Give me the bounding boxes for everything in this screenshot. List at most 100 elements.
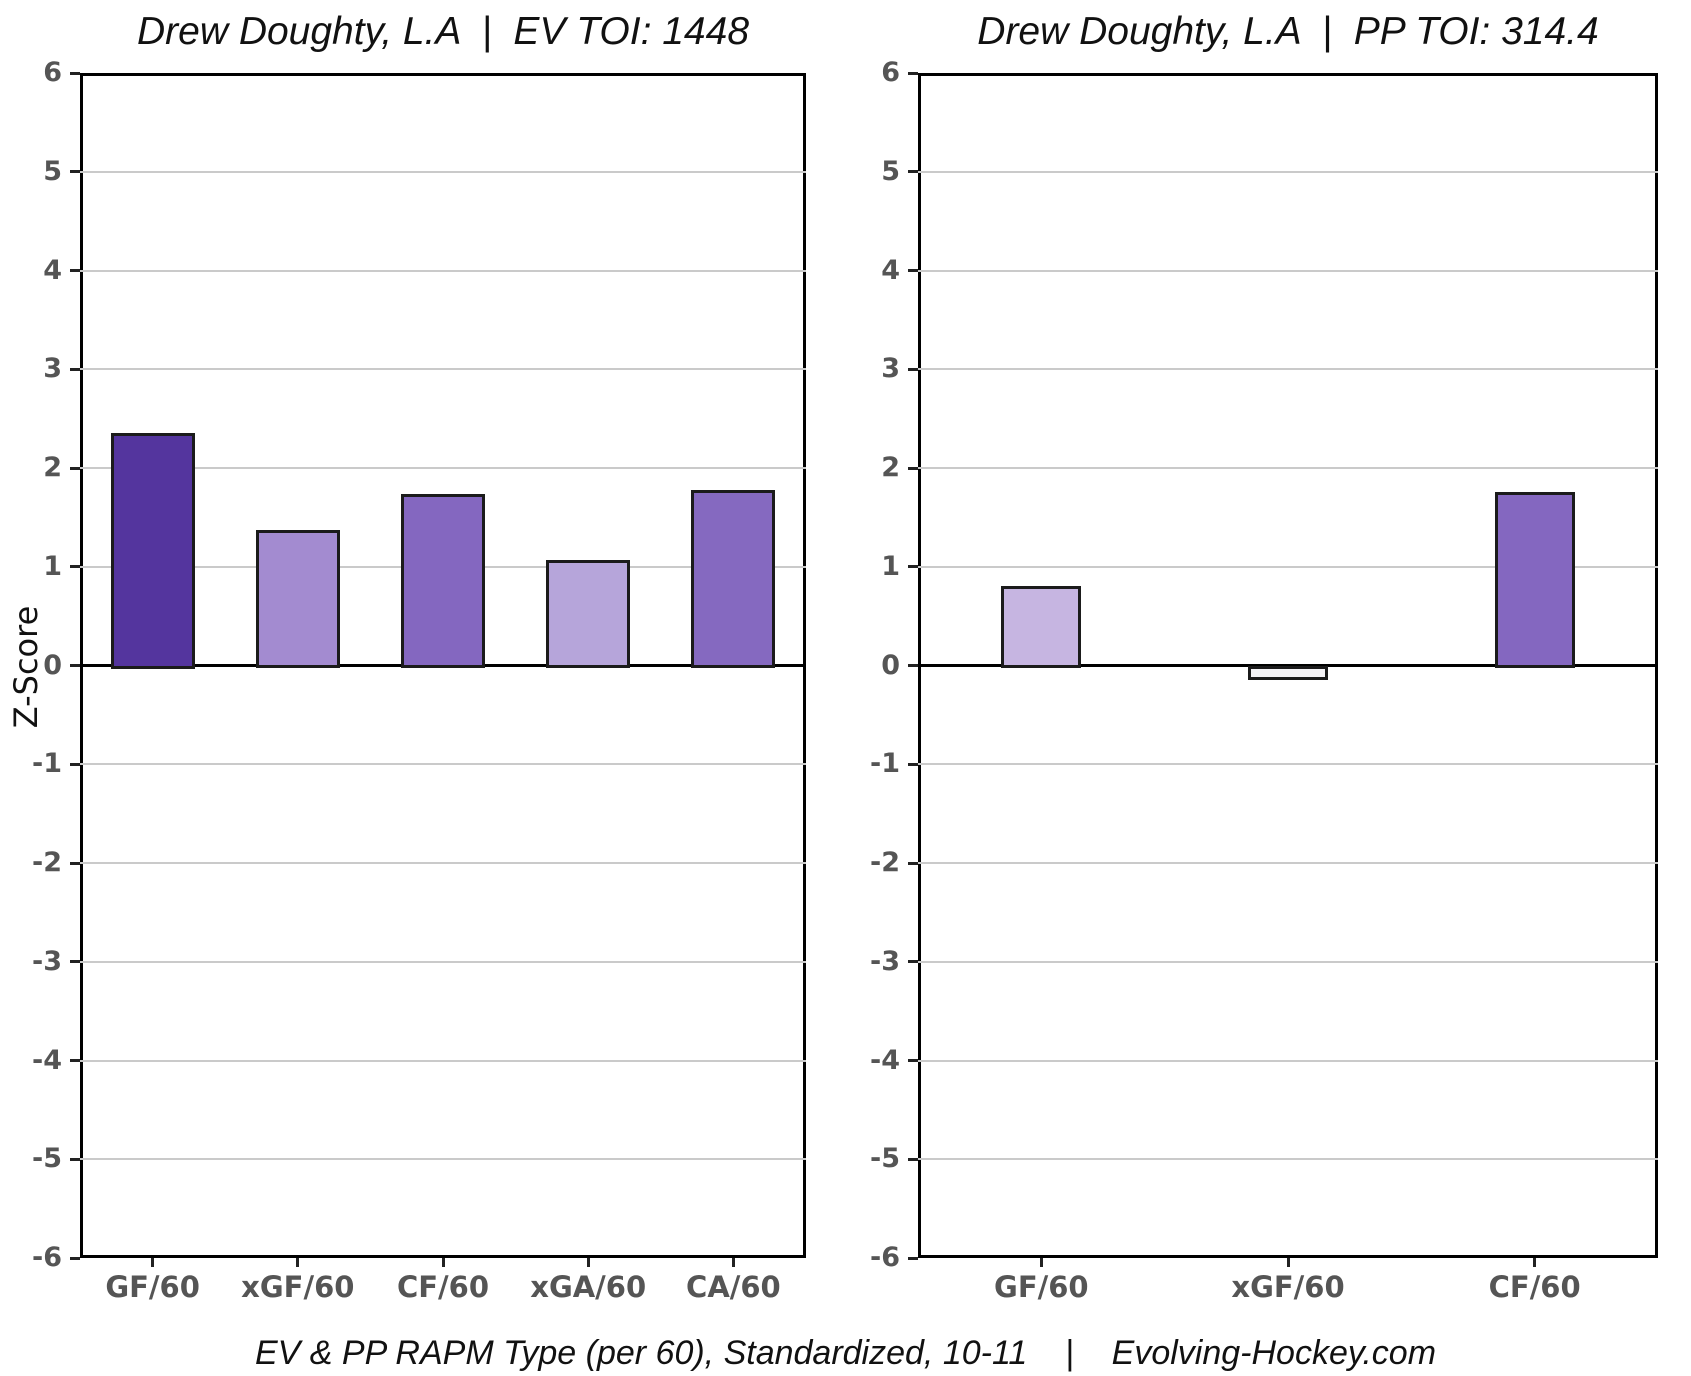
y-tick-label: 6 xyxy=(43,57,62,88)
y-tick-label: -4 xyxy=(870,1044,900,1076)
x-axis-tick xyxy=(586,1258,590,1267)
gridline xyxy=(80,763,806,766)
gridline xyxy=(80,960,806,963)
y-axis-tick xyxy=(70,861,80,865)
y-tick-label: -3 xyxy=(870,945,900,977)
y-axis-tick xyxy=(70,960,80,964)
x-tick-label: xGF/60 xyxy=(1231,1270,1345,1304)
y-axis-tick xyxy=(70,1157,80,1161)
bar-gf-60 xyxy=(1001,585,1082,669)
y-axis-tick xyxy=(70,466,80,470)
gridline xyxy=(80,368,806,371)
y-axis-tick xyxy=(908,664,918,667)
y-tick-label: 2 xyxy=(43,452,62,483)
gridline xyxy=(80,467,806,469)
y-tick-label: 5 xyxy=(43,155,62,187)
gridline xyxy=(80,862,806,864)
y-tick-label: -1 xyxy=(870,748,900,780)
y-tick-label: 4 xyxy=(881,254,900,286)
bar-xgf-60 xyxy=(1248,665,1328,681)
y-tick-label: -4 xyxy=(32,1044,62,1076)
x-tick-label: CF/60 xyxy=(396,1270,490,1304)
y-axis-tick xyxy=(70,565,80,569)
x-axis-tick xyxy=(731,1258,735,1267)
x-axis-tick xyxy=(151,1258,155,1267)
x-tick-label: xGA/60 xyxy=(530,1270,647,1304)
bar-cf-60 xyxy=(1494,491,1575,669)
y-axis-tick xyxy=(908,861,918,865)
y-axis-tick xyxy=(908,1059,918,1062)
gridline xyxy=(918,368,1658,371)
y-tick-label: 4 xyxy=(43,254,62,286)
y-tick-label: -6 xyxy=(870,1242,900,1273)
y-axis-tick xyxy=(70,1256,80,1260)
gridline xyxy=(918,565,1658,568)
gridline xyxy=(918,1059,1658,1062)
y-tick-label: 3 xyxy=(43,353,62,385)
x-axis-tick xyxy=(296,1258,300,1267)
gridline xyxy=(80,1059,806,1062)
y-axis-tick xyxy=(908,565,918,569)
x-tick-label: xGF/60 xyxy=(241,1270,355,1304)
x-axis-tick xyxy=(441,1258,445,1267)
y-tick-label: 1 xyxy=(881,550,900,582)
y-tick-label: -3 xyxy=(32,945,62,977)
bar-cf-60 xyxy=(401,493,485,669)
y-tick-label: 1 xyxy=(43,550,62,582)
y-tick-label: 0 xyxy=(881,649,900,681)
gridline xyxy=(918,862,1658,864)
y-axis-tick xyxy=(70,762,80,766)
x-tick-label: CF/60 xyxy=(1488,1270,1581,1304)
gridline xyxy=(918,763,1658,766)
x-tick-label: GF/60 xyxy=(105,1270,200,1304)
x-axis-tick xyxy=(1533,1258,1537,1267)
y-tick-label: -5 xyxy=(32,1143,62,1175)
bar-ca-60 xyxy=(691,489,776,669)
y-tick-label: -6 xyxy=(32,1242,62,1273)
y-axis-tick xyxy=(908,762,918,766)
y-axis-tick xyxy=(908,466,918,470)
bar-xga-60 xyxy=(546,559,631,669)
y-axis-tick xyxy=(908,170,918,174)
y-axis-tick xyxy=(70,664,80,667)
y-tick-label: 3 xyxy=(881,353,900,385)
bar-gf-60 xyxy=(110,433,195,669)
y-axis-tick xyxy=(70,170,80,174)
y-axis-tick xyxy=(908,1256,918,1260)
y-tick-label: -2 xyxy=(32,847,62,878)
x-axis-tick xyxy=(1286,1258,1290,1267)
gridline xyxy=(918,960,1658,963)
y-tick-label: 2 xyxy=(881,452,900,483)
bar-xgf-60 xyxy=(255,530,340,669)
x-tick-label: CA/60 xyxy=(686,1270,781,1304)
y-tick-label: 0 xyxy=(43,649,62,681)
y-axis-tick xyxy=(70,71,80,75)
gridline xyxy=(80,170,806,173)
pp-chart-title: Drew Doughty, L.A | PP TOI: 314.4 xyxy=(977,10,1599,53)
gridline xyxy=(80,1158,806,1161)
y-axis-tick xyxy=(908,269,918,272)
y-tick-label: 6 xyxy=(881,57,900,88)
y-axis-title: Z-Score xyxy=(7,605,45,729)
y-axis-tick xyxy=(70,269,80,272)
gridline xyxy=(918,1158,1658,1161)
y-axis-tick xyxy=(908,960,918,964)
x-axis-tick xyxy=(1039,1258,1043,1267)
y-axis-tick xyxy=(908,367,918,371)
y-axis-tick xyxy=(70,1059,80,1062)
ev-chart-title: Drew Doughty, L.A | EV TOI: 1448 xyxy=(136,10,750,53)
y-axis-tick xyxy=(70,367,80,371)
gridline xyxy=(918,467,1658,469)
gridline xyxy=(80,269,806,272)
gridline xyxy=(918,170,1658,173)
y-axis-tick xyxy=(908,1157,918,1161)
y-tick-label: -5 xyxy=(870,1143,900,1175)
y-axis-tick xyxy=(908,71,918,75)
y-tick-label: -1 xyxy=(32,748,62,780)
y-tick-label: -2 xyxy=(870,847,900,878)
footer-caption: EV & PP RAPM Type (per 60), Standardized… xyxy=(254,1334,1437,1372)
gridline xyxy=(918,269,1658,272)
x-tick-label: GF/60 xyxy=(994,1270,1089,1304)
y-tick-label: 5 xyxy=(881,155,900,187)
